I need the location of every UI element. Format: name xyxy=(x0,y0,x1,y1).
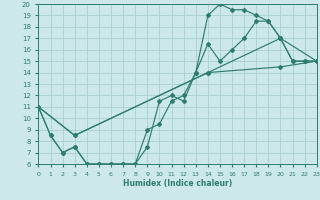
X-axis label: Humidex (Indice chaleur): Humidex (Indice chaleur) xyxy=(123,179,232,188)
